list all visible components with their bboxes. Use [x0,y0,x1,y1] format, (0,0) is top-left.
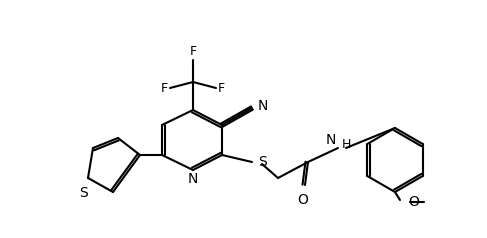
Text: O: O [298,193,308,207]
Text: F: F [161,81,168,94]
Text: H: H [342,138,352,150]
Text: N: N [258,99,268,113]
Text: N: N [188,172,198,186]
Text: N: N [326,133,336,147]
Text: F: F [189,45,197,58]
Text: O: O [408,195,419,209]
Text: S: S [258,155,267,169]
Text: F: F [218,81,225,94]
Text: S: S [78,186,87,200]
